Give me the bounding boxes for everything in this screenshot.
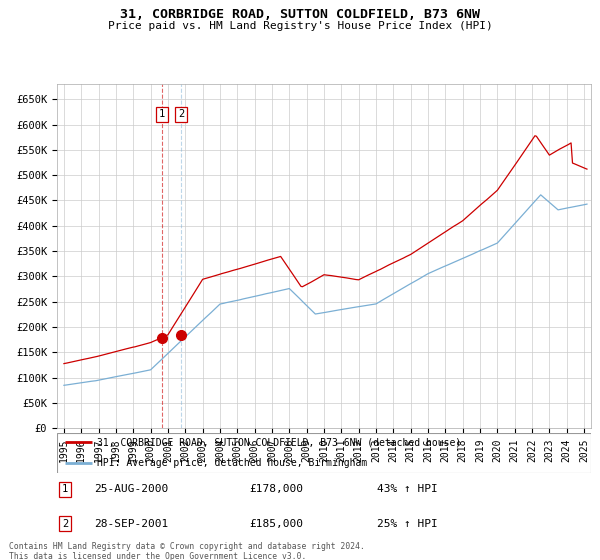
Text: 31, CORBRIDGE ROAD, SUTTON COLDFIELD, B73 6NW: 31, CORBRIDGE ROAD, SUTTON COLDFIELD, B7… [120, 8, 480, 21]
Text: 43% ↑ HPI: 43% ↑ HPI [377, 484, 438, 494]
Text: HPI: Average price, detached house, Birmingham: HPI: Average price, detached house, Birm… [97, 458, 367, 468]
Text: £185,000: £185,000 [249, 519, 303, 529]
Text: 2: 2 [178, 109, 184, 119]
Text: 31, CORBRIDGE ROAD, SUTTON COLDFIELD, B73 6NW (detached house): 31, CORBRIDGE ROAD, SUTTON COLDFIELD, B7… [97, 437, 461, 447]
Text: 1: 1 [159, 109, 165, 119]
Text: 25% ↑ HPI: 25% ↑ HPI [377, 519, 438, 529]
Text: £178,000: £178,000 [249, 484, 303, 494]
Text: 25-AUG-2000: 25-AUG-2000 [94, 484, 169, 494]
Text: 28-SEP-2001: 28-SEP-2001 [94, 519, 169, 529]
Text: Price paid vs. HM Land Registry's House Price Index (HPI): Price paid vs. HM Land Registry's House … [107, 21, 493, 31]
Text: 1: 1 [62, 484, 68, 494]
Text: Contains HM Land Registry data © Crown copyright and database right 2024.
This d: Contains HM Land Registry data © Crown c… [9, 542, 365, 560]
Text: 2: 2 [62, 519, 68, 529]
